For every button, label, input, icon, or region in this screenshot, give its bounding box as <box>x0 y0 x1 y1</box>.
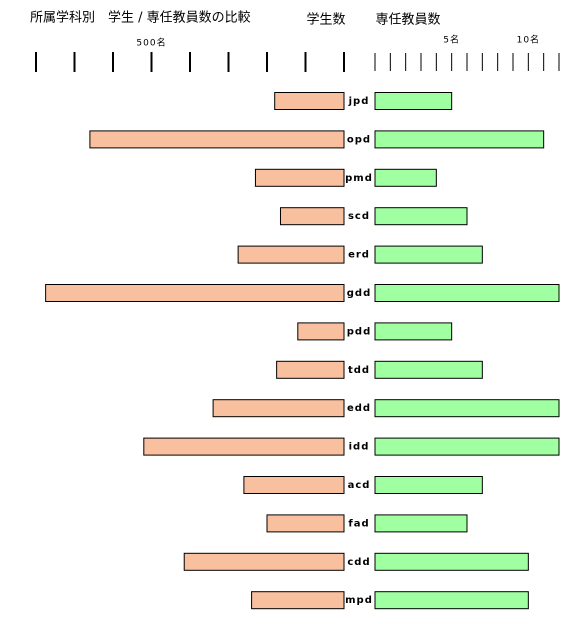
tick-label: 10名 <box>517 34 540 46</box>
category-label: pmd <box>345 173 373 184</box>
bar <box>45 284 345 302</box>
category-label: fad <box>348 518 369 529</box>
category-label: cdd <box>347 557 370 568</box>
bar <box>183 552 345 571</box>
bar <box>374 168 437 187</box>
bar <box>374 322 453 341</box>
bar <box>374 514 468 533</box>
bar <box>254 168 345 187</box>
category-label: pdd <box>347 326 371 337</box>
bar <box>243 476 345 494</box>
chart-title: 所属学科別 学生 / 専任教員数の比較 <box>30 10 251 26</box>
left-heading: 学生数 <box>306 12 345 28</box>
category-label: erd <box>348 250 370 261</box>
bar <box>374 130 545 149</box>
category-label: mpd <box>345 595 373 606</box>
category-label: edd <box>347 403 371 414</box>
bar <box>374 245 483 264</box>
bar <box>374 552 529 571</box>
bar <box>266 514 345 533</box>
tick-label: 5名 <box>443 34 460 46</box>
bar <box>374 207 468 226</box>
bar <box>374 437 560 456</box>
bar <box>374 360 483 379</box>
bar <box>89 130 345 149</box>
bar <box>374 92 453 110</box>
bar <box>374 399 560 418</box>
tick-label: 500名 <box>136 37 166 49</box>
bar <box>276 360 345 379</box>
category-label: jpd <box>348 96 370 107</box>
category-label: tdd <box>348 365 370 376</box>
bar <box>374 284 560 302</box>
bar <box>374 476 483 494</box>
bar <box>237 245 345 264</box>
bar <box>274 92 345 110</box>
bar <box>143 437 345 456</box>
bar <box>251 591 345 610</box>
bar <box>279 207 345 226</box>
category-label: opd <box>347 134 371 145</box>
category-label: scd <box>348 211 370 222</box>
bar <box>297 322 345 341</box>
category-label: acd <box>348 480 371 491</box>
bar <box>212 399 345 418</box>
bar <box>374 591 529 610</box>
right-heading: 専任教員数 <box>375 12 440 28</box>
category-label: gdd <box>347 288 371 299</box>
category-label: idd <box>349 442 370 453</box>
